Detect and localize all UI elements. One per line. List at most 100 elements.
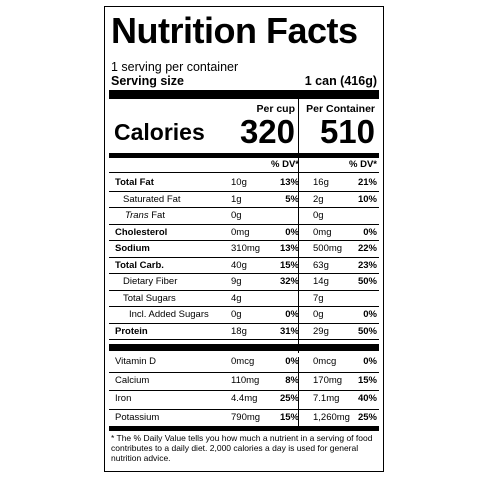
amount-col1: 10g bbox=[231, 177, 247, 188]
nutrient-label: Cholesterol bbox=[115, 226, 168, 238]
nutrient-label: Iron bbox=[115, 393, 132, 404]
calories-label: Calories bbox=[114, 119, 205, 145]
dv-col1: 31% bbox=[279, 325, 299, 337]
col1-header: Per cup bbox=[256, 103, 295, 115]
dv-col2: 50% bbox=[357, 325, 377, 337]
dv-col1: 0% bbox=[285, 309, 299, 320]
nutrient-label: Total Sugars bbox=[123, 292, 176, 304]
dv-col1: 0% bbox=[285, 226, 299, 238]
serving-size-value: 1 can (416g) bbox=[304, 74, 377, 88]
dv-header-col1: % DV* bbox=[271, 159, 299, 170]
dv-col2: 50% bbox=[357, 276, 377, 287]
panel-title: Nutrition Facts bbox=[111, 10, 358, 51]
row-divider bbox=[109, 322, 379, 324]
amount-col2: 29g bbox=[313, 325, 329, 337]
nutrient-label-text: Fat bbox=[151, 210, 165, 221]
amount-col2: 7.1mg bbox=[313, 393, 340, 404]
nutrient-label: Saturated Fat bbox=[123, 193, 181, 205]
dv-header-col2: % DV* bbox=[349, 159, 377, 170]
nutrient-label: Vitamin D bbox=[115, 356, 157, 367]
dv-col2: 23% bbox=[357, 259, 377, 271]
amount-col1: 790mg bbox=[231, 411, 261, 423]
medium-divider bbox=[109, 153, 379, 158]
dv-col1: 25% bbox=[279, 393, 299, 404]
amount-col2: 16g bbox=[313, 177, 329, 188]
amount-col2: 2g bbox=[313, 193, 324, 205]
amount-col2: 0mg bbox=[313, 226, 332, 238]
dv-col2: 25% bbox=[357, 411, 377, 423]
nutrient-label: Calcium bbox=[115, 374, 150, 386]
amount-col1: 18g bbox=[231, 325, 247, 337]
amount-col2: 0g bbox=[313, 210, 324, 221]
nutrient-label: Dietary Fiber bbox=[123, 276, 178, 287]
amount-col1: 110mg bbox=[231, 374, 260, 386]
calories-col2: 510 bbox=[319, 113, 375, 150]
row-divider bbox=[109, 172, 379, 173]
amount-col1: 0mg bbox=[231, 226, 250, 238]
row-divider bbox=[109, 371, 379, 373]
amount-col1: 0mcg bbox=[231, 356, 255, 367]
dv-col1: 0% bbox=[285, 356, 299, 367]
footnote: * The % Daily Value tells you how much a… bbox=[111, 433, 373, 463]
dv-col1: 15% bbox=[279, 411, 299, 423]
nutrient-label: Total Carb. bbox=[115, 259, 164, 271]
nutrition-facts-panel: Nutrition Facts 1 serving per container … bbox=[104, 6, 384, 472]
amount-col2: 63g bbox=[313, 259, 329, 271]
nutrient-label: Incl. Added Sugars bbox=[129, 309, 209, 320]
row-divider bbox=[109, 240, 379, 241]
amount-col2: 0mcg bbox=[313, 356, 337, 367]
row-divider bbox=[109, 273, 379, 274]
thick-divider-top bbox=[109, 90, 379, 99]
row-divider bbox=[109, 256, 379, 258]
dv-col2: 21% bbox=[357, 177, 377, 188]
nutrient-label: Protein bbox=[115, 325, 148, 337]
amount-col1: 310mg bbox=[231, 243, 261, 254]
servings-per-container: 1 serving per container bbox=[111, 60, 239, 74]
amount-col1: 9g bbox=[231, 276, 242, 287]
column-divider-1-lower bbox=[298, 357, 299, 429]
amount-col1: 0g bbox=[231, 309, 242, 320]
row-divider bbox=[109, 408, 379, 410]
thick-divider-bottom bbox=[109, 344, 379, 351]
amount-col2: 14g bbox=[313, 276, 329, 287]
nutrient-label-prefix: Trans bbox=[125, 210, 149, 221]
col2-header: Per Container bbox=[306, 103, 375, 115]
amount-col1: 1g bbox=[231, 193, 242, 205]
column-divider-1 bbox=[298, 99, 299, 353]
dv-col1: 13% bbox=[279, 177, 299, 188]
dv-col2: 40% bbox=[357, 393, 377, 404]
serving-size-row: Serving size 1 can (416g) bbox=[111, 74, 377, 88]
calories-col1: 320 bbox=[239, 113, 295, 150]
dv-col1: 15% bbox=[279, 259, 299, 271]
dv-col1: 5% bbox=[285, 193, 299, 205]
nutrient-label: Sodium bbox=[115, 243, 150, 254]
amount-col2: 0g bbox=[313, 309, 324, 320]
row-divider bbox=[109, 390, 379, 391]
row-divider bbox=[109, 190, 379, 192]
dv-col2: 22% bbox=[357, 243, 377, 254]
nutrient-label: Potassium bbox=[115, 411, 160, 423]
dv-col2: 0% bbox=[363, 226, 377, 238]
dv-col2: 10% bbox=[357, 193, 377, 205]
nutrient-label: Trans Fat bbox=[125, 210, 165, 222]
serving-size-label: Serving size bbox=[111, 74, 184, 88]
amount-col2: 500mg bbox=[313, 243, 343, 254]
nutrient-label: Total Fat bbox=[115, 177, 154, 188]
amount-col2: 170mg bbox=[313, 374, 343, 386]
row-divider bbox=[109, 289, 379, 291]
row-divider bbox=[109, 223, 379, 225]
amount-col2: 1,260mg bbox=[313, 411, 350, 423]
amount-col1: 4.4mg bbox=[231, 393, 258, 404]
dv-col2: 0% bbox=[363, 356, 377, 367]
amount-col1: 4g bbox=[231, 292, 242, 304]
dv-col1: 8% bbox=[285, 374, 299, 386]
amount-col2: 7g bbox=[313, 292, 324, 304]
footnote-divider bbox=[109, 426, 379, 431]
row-divider bbox=[109, 339, 379, 340]
dv-col1: 13% bbox=[279, 243, 299, 254]
dv-col2: 15% bbox=[357, 374, 377, 386]
dv-col1: 32% bbox=[279, 276, 299, 287]
amount-col1: 0g bbox=[231, 210, 242, 221]
amount-col1: 40g bbox=[231, 259, 247, 271]
row-divider bbox=[109, 207, 379, 208]
